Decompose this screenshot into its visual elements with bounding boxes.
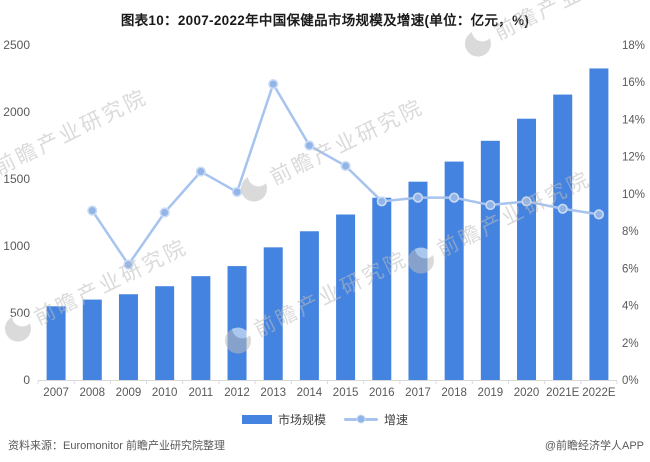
- growth-point-2016: [376, 196, 387, 207]
- y-right-tick-label: 16%: [622, 77, 645, 89]
- chart-canvas: 0 500 1000 1500 2000 2500 0% 2% 4% 6% 8% 10% 12% 14% 1…: [3, 38, 645, 399]
- growth-point-2009: [123, 259, 134, 270]
- growth-point-2008: [87, 205, 98, 216]
- x-tick-label: 2014: [297, 387, 323, 399]
- y-right-tick-label: 0%: [622, 375, 639, 387]
- growth-point-2012: [231, 186, 243, 198]
- bar-2018: [444, 161, 464, 380]
- bar-2017: [408, 181, 428, 380]
- y-right-tick-label: 10%: [622, 189, 645, 201]
- x-tick-label: 2021E: [546, 387, 580, 399]
- x-tick-label: 2018: [441, 387, 467, 399]
- x-tick-label: 2013: [260, 387, 286, 399]
- bar-2022E: [589, 68, 609, 380]
- x-tick-label: 2015: [333, 387, 359, 399]
- growth-point-2013: [268, 78, 279, 90]
- bar-2021E: [553, 94, 573, 380]
- line-marker-dot: [356, 414, 366, 424]
- x-tick-label: 2009: [116, 387, 142, 399]
- chart-legend: 市场规模 增速: [0, 411, 650, 427]
- growth-point-2022E: [593, 209, 605, 220]
- y-left-tick-label: 500: [10, 306, 30, 320]
- x-tick-label: 2017: [405, 387, 431, 399]
- bar-2013: [263, 247, 283, 380]
- footer: 资料来源：Euromonitor 前瞻产业研究院整理 @前瞻经济学人APP: [8, 437, 644, 453]
- y-left-tick-label: 1500: [3, 172, 30, 186]
- x-tick-label: 2010: [152, 387, 178, 399]
- x-tick-label: 2019: [478, 387, 504, 399]
- bar-2007: [46, 306, 66, 380]
- bar-series-swatch: [241, 414, 272, 424]
- y-left-tick-label: 2500: [3, 38, 30, 52]
- y-left-tick-label: 1000: [3, 239, 30, 253]
- bar-2009: [118, 294, 138, 380]
- growth-point-2019: [485, 199, 496, 211]
- bar-2019: [480, 140, 500, 380]
- growth-point-2021E: [557, 203, 568, 214]
- legend-item-growth: 增速: [344, 411, 408, 428]
- y-right-tick-label: 6%: [622, 263, 639, 275]
- x-tick-label: 2011: [188, 387, 213, 399]
- y-left-tick-label: 2000: [3, 105, 30, 119]
- y-right-tick-label: 2%: [622, 338, 639, 350]
- bar-2010: [155, 286, 175, 380]
- bar-2020: [517, 118, 537, 380]
- bar-2011: [191, 276, 211, 380]
- bar-2008: [82, 299, 102, 380]
- bar-2012: [227, 266, 247, 380]
- bar-2014: [299, 231, 319, 380]
- x-tick-label: 2016: [369, 387, 395, 399]
- growth-point-2015: [340, 160, 351, 172]
- line-series-swatch: [344, 414, 378, 424]
- growth-point-2014: [304, 140, 315, 151]
- y-right-tick-label: 8%: [622, 226, 639, 238]
- credit-note: @前瞻经济学人APP: [544, 440, 644, 452]
- legend-item-market-size: 市场规模: [241, 411, 326, 428]
- y-right-tick-label: 18%: [622, 40, 645, 52]
- x-tick-label: 2012: [224, 387, 250, 399]
- x-tick-label: 2022E: [582, 387, 616, 399]
- growth-point-2018: [449, 192, 460, 203]
- source-note: 资料来源：Euromonitor 前瞻产业研究院整理: [8, 440, 225, 452]
- growth-point-2017: [412, 192, 424, 203]
- legend-label-market-size: 市场规模: [277, 412, 326, 427]
- y-right-tick-label: 4%: [622, 301, 639, 313]
- bar-2016: [372, 197, 392, 380]
- chart-title: 图表10：2007-2022年中国保健品市场规模及增速(单位：亿元，%): [120, 13, 530, 28]
- growth-point-2020: [521, 196, 532, 207]
- x-tick-label: 2020: [514, 387, 540, 399]
- y-right-tick-label: 14%: [622, 114, 645, 126]
- bar-2015: [336, 214, 356, 380]
- legend-label-growth: 增速: [384, 412, 409, 427]
- y-left-tick-label: 0: [23, 373, 30, 387]
- x-tick-label: 2007: [43, 387, 69, 399]
- x-tick-label: 2008: [79, 387, 105, 399]
- growth-point-2010: [159, 207, 170, 218]
- y-right-tick-label: 12%: [622, 152, 645, 164]
- growth-point-2011: [195, 166, 206, 177]
